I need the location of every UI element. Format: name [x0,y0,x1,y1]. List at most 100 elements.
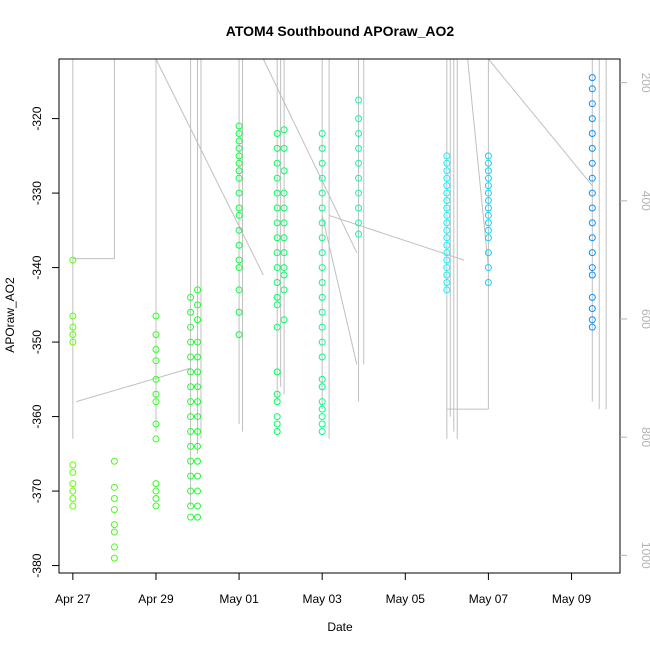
x-tick-label: Apr 29 [138,592,174,606]
trace-line [467,58,489,268]
data-point [318,159,326,167]
y-tick-label: -380 [30,553,44,577]
data-point [484,204,492,212]
data-point [194,286,202,294]
data-point [235,256,243,264]
data-point [318,375,326,383]
data-point [273,398,281,406]
data-point [355,129,363,137]
y-tick-label: -340 [30,255,44,279]
data-point [235,264,243,272]
data-point [235,137,243,145]
data-point [235,159,243,167]
data-point [588,219,596,227]
x-tick-label: Apr 27 [55,592,91,606]
data-point [152,390,160,398]
data-point [484,182,492,190]
x-tick-label: May 07 [469,592,509,606]
data-point [69,323,77,331]
data-point [194,368,202,376]
data-point [588,174,596,182]
data-point [235,129,243,137]
data-point [318,204,326,212]
data-point [273,368,281,376]
data-point [484,152,492,160]
data-point [69,338,77,346]
y-tick-label: -330 [30,181,44,205]
data-point [588,264,596,272]
data-point [318,323,326,331]
data-point [69,487,77,495]
data-point [110,554,118,562]
data-point [355,159,363,167]
trace-line [488,58,593,186]
data-point [273,413,281,421]
x-tick-label: May 03 [303,592,343,606]
data-point [273,189,281,197]
data-point [235,144,243,152]
data-point [318,129,326,137]
data-point [443,197,451,205]
y2-tick-label: 800 [639,427,650,447]
data-point [110,521,118,529]
data-point [588,74,596,82]
data-point [187,427,195,435]
data-point [318,398,326,406]
trace-line [76,367,191,403]
data-point [273,293,281,301]
data-point [588,159,596,167]
data-point [69,256,77,264]
data-point [443,167,451,175]
data-point [152,495,160,503]
data-point [318,293,326,301]
data-point [273,420,281,428]
data-point [484,264,492,272]
data-point [194,513,202,521]
data-point [187,383,195,391]
chart-title: ATOM4 Southbound APOraw_AO2 [226,23,455,39]
data-point [280,167,288,175]
plot-frame [58,58,621,574]
data-point [194,413,202,421]
data-point [484,167,492,175]
x-tick-label: May 09 [552,592,592,606]
data-point [194,338,202,346]
x-tick-label: May 01 [219,592,259,606]
data-point [187,338,195,346]
data-point [484,234,492,242]
data-point [187,502,195,510]
data-point [588,189,596,197]
y-tick-label: -350 [30,330,44,354]
data-point [110,483,118,491]
data-point [318,383,326,391]
data-point [187,457,195,465]
y-axis-label: APOraw_AO2 [3,277,17,353]
data-point [273,144,281,152]
data-point [235,189,243,197]
data-point [235,241,243,249]
data-point [443,256,451,264]
data-point [69,495,77,503]
data-point [280,234,288,242]
data-point [280,219,288,227]
data-point [443,241,451,249]
data-point [152,346,160,354]
data-point [235,226,243,234]
data-point [69,331,77,339]
data-point [152,420,160,428]
data-point [194,427,202,435]
data-point [318,405,326,413]
data-point [187,513,195,521]
data-point [273,234,281,242]
y2-tick-label: 400 [639,191,650,211]
data-point [588,115,596,123]
data-point [194,487,202,495]
data-point [318,174,326,182]
data-point [235,286,243,294]
data-point [484,159,492,167]
data-point [484,219,492,227]
data-points [69,74,596,562]
data-point [355,219,363,227]
x-axis-label: Date [327,620,353,634]
